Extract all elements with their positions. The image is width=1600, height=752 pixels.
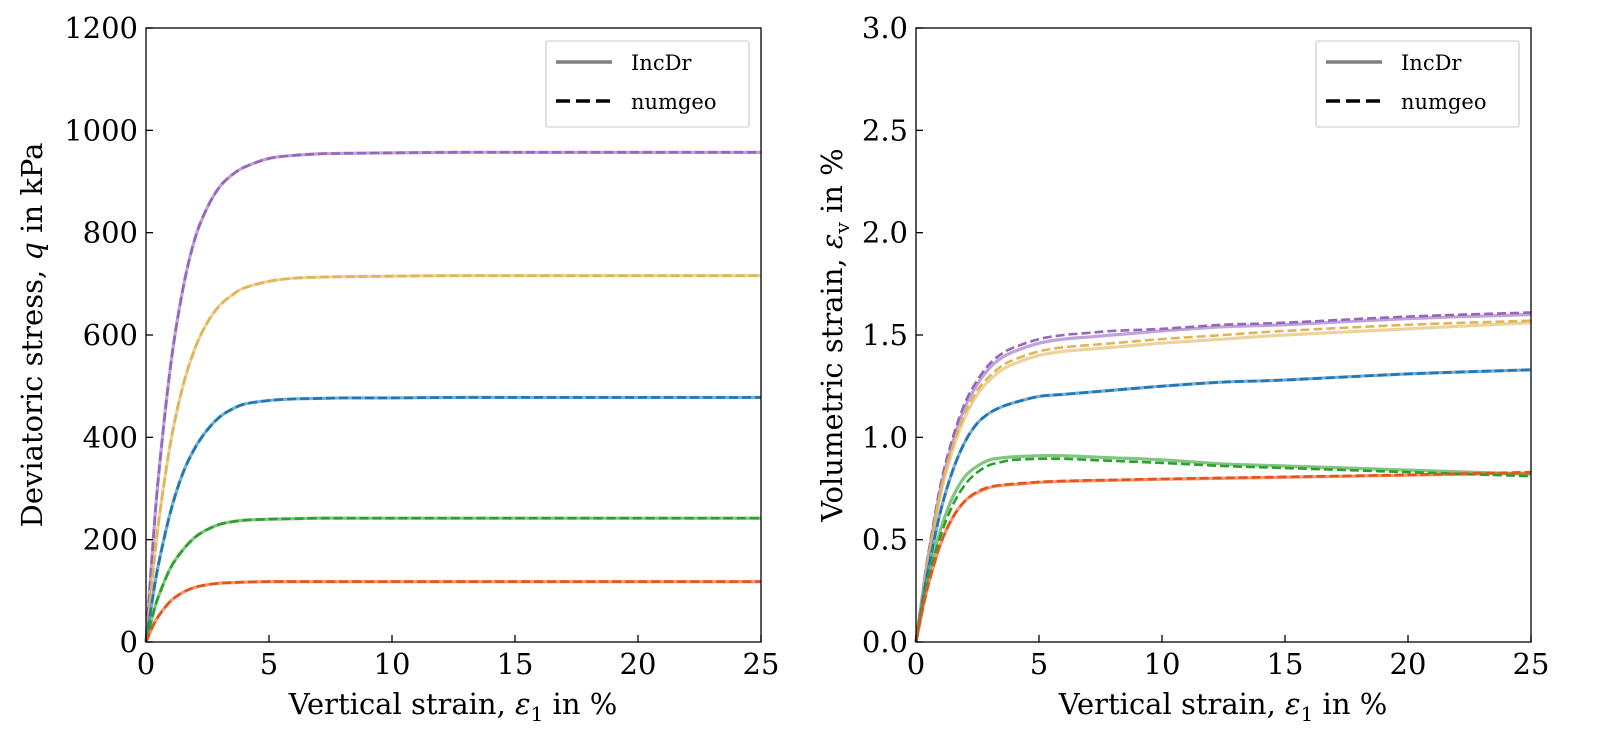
y-tick-label: 1.5 <box>862 318 908 352</box>
series-line-incdr-yellow <box>144 274 761 643</box>
y-tick-label: 0.0 <box>862 625 908 659</box>
legend: IncDr numgeo <box>1315 40 1520 128</box>
x-tick-label: 5 <box>260 647 278 681</box>
x-tick-label: 0 <box>137 647 155 681</box>
series-line-incdr-blue <box>914 368 1532 643</box>
series-line-incdr-green <box>914 454 1532 643</box>
series-line-incdr-orange <box>914 471 1532 643</box>
deviatoric-stress-chart: 0 5 10 15 20 25 0 200 400 600 800 1000 1200 Vertical… <box>15 11 779 726</box>
series-line-numgeo-yellow <box>914 319 1532 643</box>
x-tick-label: 20 <box>1390 647 1427 681</box>
y-tick-label: 0.5 <box>862 523 908 557</box>
x-tick-label: 20 <box>620 647 657 681</box>
series-line-numgeo-yellow <box>144 274 761 643</box>
series-layer <box>144 150 761 643</box>
x-tick-label: 10 <box>374 647 411 681</box>
series-line-incdr-yellow <box>914 321 1532 643</box>
legend-label-incdr: IncDr <box>1401 51 1462 75</box>
y-tick-label: 200 <box>83 523 138 557</box>
legend-label-numgeo: numgeo <box>1401 90 1486 114</box>
series-line-numgeo-orange <box>144 580 761 643</box>
x-tick-label: 15 <box>1267 647 1304 681</box>
x-tick-label: 10 <box>1144 647 1181 681</box>
y-tick-label: 1000 <box>64 113 138 147</box>
y-tick-label: 800 <box>83 216 138 250</box>
y-tick-label: 0 <box>120 625 138 659</box>
x-axis-label: Vertical strain, ε1 in % <box>1058 687 1388 726</box>
series-line-numgeo-green <box>144 516 761 643</box>
series-line-numgeo-blue <box>144 396 761 643</box>
y-tick-label: 3.0 <box>862 11 908 45</box>
legend: IncDr numgeo <box>545 40 750 128</box>
y-tick-label: 1.0 <box>862 420 908 454</box>
series-line-numgeo-green <box>914 457 1532 643</box>
volumetric-strain-chart: 0 5 10 15 20 25 0.0 0.5 1.0 1.5 2.0 2.5 3.0 Vertical… <box>815 11 1549 726</box>
y-tick-label: 2.5 <box>862 113 908 147</box>
legend-label-numgeo: numgeo <box>631 90 716 114</box>
ticks-layer: 0 5 10 15 20 25 0 200 400 600 800 1000 1200 <box>64 11 779 681</box>
y-tick-label: 2.0 <box>862 216 908 250</box>
x-tick-label: 0 <box>907 647 925 681</box>
y-axis-label: Deviatoric stress, q in kPa <box>15 143 49 528</box>
series-line-numgeo-purple <box>914 311 1532 643</box>
y-axis-label: Volumetric strain, εv in % <box>815 148 854 523</box>
series-line-numgeo-orange <box>914 470 1532 643</box>
series-line-numgeo-purple <box>144 151 761 643</box>
ticks-layer: 0 5 10 15 20 25 0.0 0.5 1.0 1.5 2.0 2.5 3.0 <box>862 11 1550 681</box>
x-axis-label: Vertical strain, ε1 in % <box>288 687 618 726</box>
series-layer <box>914 311 1532 643</box>
series-line-incdr-orange <box>144 579 761 643</box>
legend-label-incdr: IncDr <box>631 51 692 75</box>
y-tick-label: 1200 <box>64 11 138 45</box>
x-tick-label: 5 <box>1030 647 1048 681</box>
y-tick-label: 400 <box>83 420 138 454</box>
x-tick-label: 25 <box>743 647 780 681</box>
x-tick-label: 15 <box>497 647 534 681</box>
series-line-numgeo-blue <box>914 368 1532 643</box>
x-tick-label: 25 <box>1513 647 1550 681</box>
y-tick-label: 600 <box>83 318 138 352</box>
